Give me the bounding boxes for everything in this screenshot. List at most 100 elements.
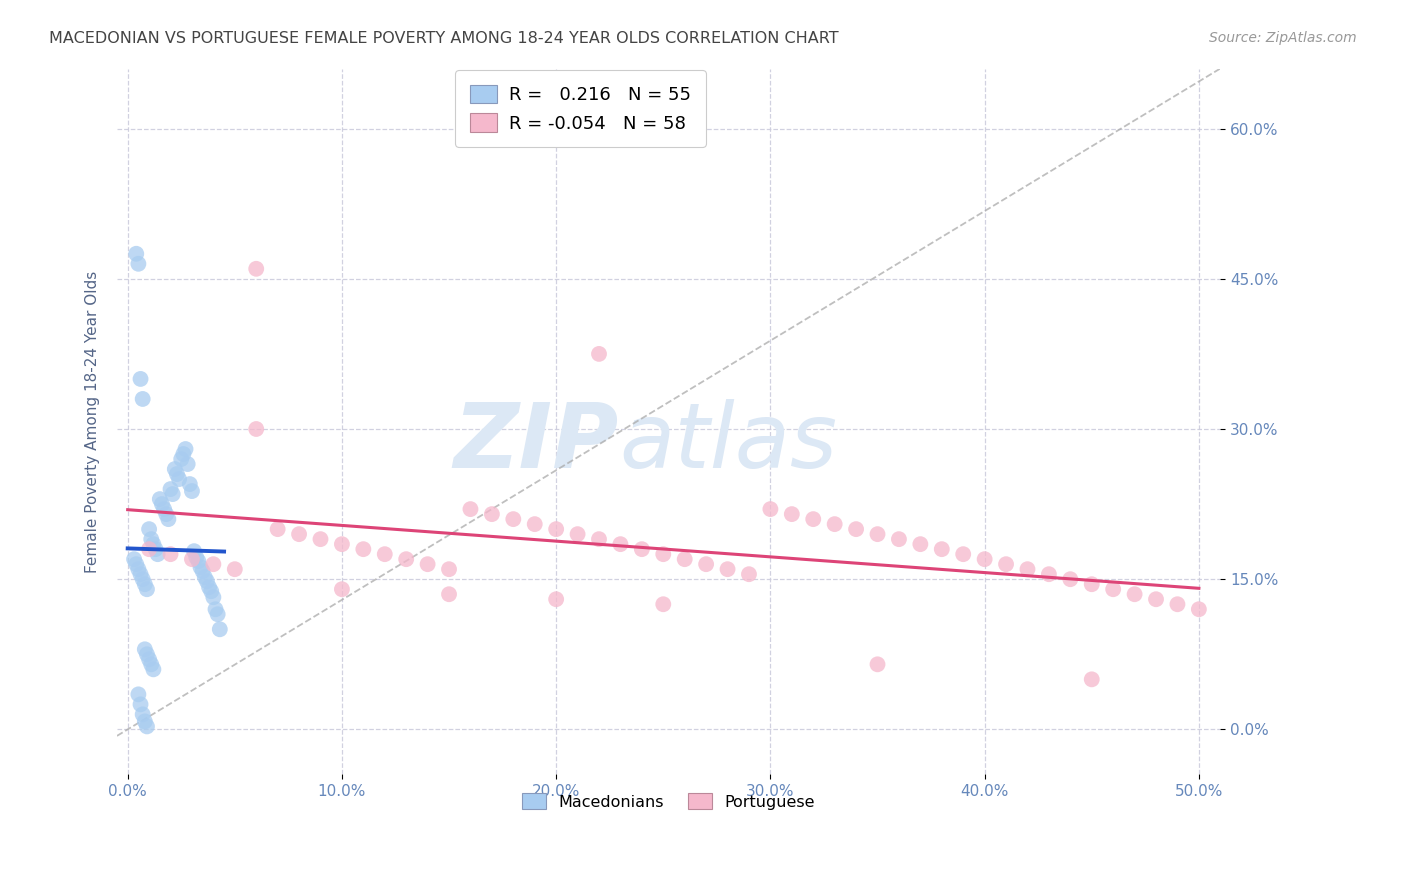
Point bbox=[652, 597, 675, 611]
Point bbox=[1102, 582, 1125, 597]
Point bbox=[631, 542, 654, 557]
Point bbox=[190, 560, 212, 574]
Point bbox=[145, 542, 167, 557]
Legend: Macedonians, Portuguese: Macedonians, Portuguese bbox=[516, 787, 821, 816]
Point bbox=[146, 547, 169, 561]
Point bbox=[183, 544, 205, 558]
Point bbox=[202, 557, 225, 571]
Point bbox=[866, 527, 889, 541]
Point bbox=[609, 537, 631, 551]
Point bbox=[1059, 572, 1081, 586]
Point bbox=[141, 657, 163, 672]
Point bbox=[546, 592, 568, 607]
Point bbox=[166, 467, 188, 481]
Point bbox=[673, 552, 696, 566]
Point bbox=[125, 246, 148, 260]
Point bbox=[224, 562, 246, 576]
Point bbox=[127, 562, 149, 576]
Point bbox=[179, 477, 201, 491]
Point bbox=[801, 512, 824, 526]
Point bbox=[481, 507, 503, 521]
Point bbox=[738, 567, 761, 582]
Point bbox=[136, 582, 159, 597]
Point bbox=[122, 552, 145, 566]
Point bbox=[172, 447, 194, 461]
Point bbox=[910, 537, 932, 551]
Point bbox=[330, 582, 353, 597]
Point bbox=[181, 484, 204, 499]
Point bbox=[198, 580, 221, 594]
Point bbox=[127, 257, 149, 271]
Point bbox=[866, 657, 889, 672]
Point bbox=[716, 562, 738, 576]
Point bbox=[153, 502, 176, 516]
Point bbox=[374, 547, 396, 561]
Text: ZIP: ZIP bbox=[454, 399, 619, 487]
Point bbox=[652, 547, 675, 561]
Point bbox=[162, 487, 184, 501]
Point bbox=[194, 570, 217, 584]
Point bbox=[887, 532, 910, 546]
Point bbox=[1166, 597, 1188, 611]
Point bbox=[695, 557, 717, 571]
Point bbox=[186, 550, 208, 565]
Point bbox=[207, 607, 229, 622]
Point bbox=[150, 497, 173, 511]
Point bbox=[129, 372, 152, 386]
Point bbox=[759, 502, 782, 516]
Point bbox=[588, 347, 610, 361]
Point bbox=[1038, 567, 1060, 582]
Point bbox=[567, 527, 589, 541]
Text: atlas: atlas bbox=[619, 399, 837, 487]
Point bbox=[330, 537, 353, 551]
Point bbox=[136, 719, 159, 733]
Text: Source: ZipAtlas.com: Source: ZipAtlas.com bbox=[1209, 31, 1357, 45]
Point bbox=[129, 698, 152, 712]
Point bbox=[309, 532, 332, 546]
Point bbox=[159, 482, 181, 496]
Point bbox=[952, 547, 974, 561]
Point bbox=[159, 547, 181, 561]
Point bbox=[824, 517, 846, 532]
Point bbox=[245, 261, 267, 276]
Point bbox=[176, 457, 198, 471]
Point bbox=[157, 512, 180, 526]
Point bbox=[131, 392, 153, 406]
Point bbox=[191, 564, 214, 578]
Point bbox=[352, 542, 374, 557]
Point bbox=[1188, 602, 1211, 616]
Point bbox=[208, 622, 231, 636]
Point bbox=[1144, 592, 1167, 607]
Point bbox=[149, 492, 172, 507]
Point bbox=[502, 512, 524, 526]
Point bbox=[204, 602, 226, 616]
Point bbox=[416, 557, 439, 571]
Point bbox=[134, 714, 156, 729]
Point bbox=[163, 462, 186, 476]
Point bbox=[200, 584, 222, 599]
Point bbox=[181, 552, 204, 566]
Point bbox=[142, 662, 165, 676]
Point bbox=[845, 522, 868, 536]
Point bbox=[245, 422, 267, 436]
Point bbox=[931, 542, 953, 557]
Point bbox=[437, 587, 460, 601]
Point bbox=[195, 574, 218, 589]
Point bbox=[136, 648, 159, 662]
Point bbox=[460, 502, 482, 516]
Point bbox=[973, 552, 995, 566]
Point bbox=[187, 554, 209, 568]
Point bbox=[523, 517, 546, 532]
Point bbox=[127, 687, 149, 701]
Point bbox=[134, 577, 156, 591]
Point bbox=[202, 591, 225, 605]
Point bbox=[437, 562, 460, 576]
Point bbox=[288, 527, 311, 541]
Text: MACEDONIAN VS PORTUGUESE FEMALE POVERTY AMONG 18-24 YEAR OLDS CORRELATION CHART: MACEDONIAN VS PORTUGUESE FEMALE POVERTY … bbox=[49, 31, 839, 46]
Point bbox=[141, 532, 163, 546]
Point bbox=[155, 507, 177, 521]
Point bbox=[131, 707, 153, 722]
Y-axis label: Female Poverty Among 18-24 Year Olds: Female Poverty Among 18-24 Year Olds bbox=[86, 270, 100, 573]
Point bbox=[138, 522, 160, 536]
Point bbox=[170, 452, 193, 467]
